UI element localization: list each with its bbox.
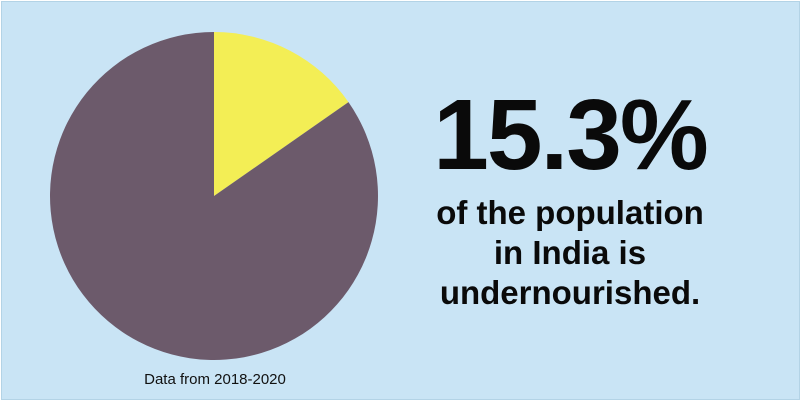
pie-slice-1: [214, 32, 349, 196]
stat-description-line-1: of the population: [436, 194, 704, 231]
stat-value: 15.3%: [433, 79, 709, 191]
stat-description: of the population in India is undernouri…: [400, 193, 740, 313]
pie-slice-2: [49, 32, 378, 361]
stat-description-line-2: in India is: [493, 234, 647, 271]
stat-description-line-3: undernourished.: [439, 274, 701, 311]
chart-caption: Data from 2018-2020: [144, 371, 286, 388]
